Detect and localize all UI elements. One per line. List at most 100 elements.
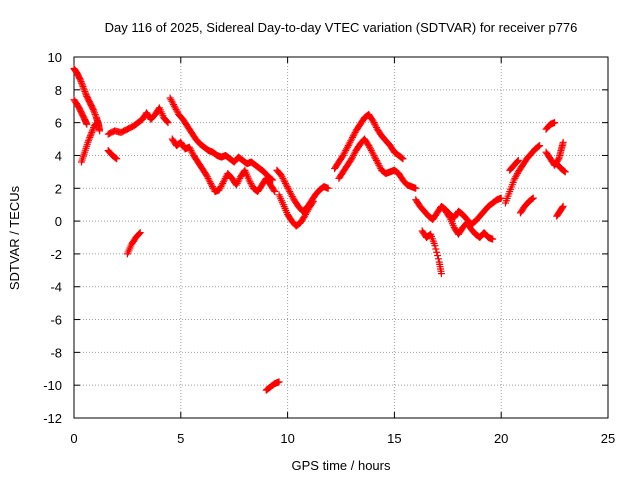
- data-point: [285, 186, 293, 194]
- data-point: [529, 194, 537, 202]
- data-point: [434, 255, 442, 263]
- data-point: [96, 127, 104, 135]
- data-point: [234, 178, 242, 186]
- axis-ticks: [73, 56, 609, 419]
- data-point: [279, 174, 287, 182]
- data-point: [366, 145, 374, 153]
- series-track-q: [501, 142, 544, 207]
- data-point: [304, 206, 312, 214]
- data-point: [232, 181, 240, 189]
- data-point: [371, 153, 379, 161]
- data-point: [347, 137, 355, 145]
- y-tick-label: 10: [48, 50, 62, 65]
- data-point: [207, 179, 215, 187]
- data-point: [270, 186, 278, 194]
- data-point: [247, 179, 255, 187]
- series-track-m: [335, 135, 420, 192]
- data-point: [80, 84, 88, 92]
- data-point: [513, 157, 521, 165]
- data-point: [397, 153, 405, 161]
- data-point: [341, 148, 349, 156]
- data-point: [185, 143, 193, 151]
- data-point: [287, 189, 295, 197]
- data-point: [287, 191, 295, 199]
- data-point: [339, 151, 347, 159]
- data-point: [370, 151, 378, 159]
- data-point: [271, 188, 279, 196]
- data-point: [206, 178, 214, 186]
- data-point: [286, 188, 294, 196]
- data-point: [83, 120, 91, 128]
- data-point: [302, 209, 310, 217]
- series-track-w: [553, 160, 569, 176]
- series-track-n: [412, 194, 505, 228]
- series-track-k: [275, 191, 317, 230]
- data-point: [340, 150, 348, 158]
- data-point: [186, 145, 194, 153]
- data-point: [302, 211, 310, 219]
- y-tick-label: 0: [55, 214, 62, 229]
- series-track-v: [553, 202, 567, 220]
- data-point: [79, 83, 87, 91]
- y-tick-label: -6: [50, 313, 62, 328]
- y-tick-label: -8: [50, 345, 62, 360]
- data-point: [368, 116, 376, 124]
- data-point: [528, 195, 536, 203]
- data-point: [89, 104, 97, 112]
- series-track-i: [262, 378, 283, 394]
- data-point: [208, 183, 216, 191]
- data-point: [398, 154, 406, 162]
- data-point: [78, 79, 86, 87]
- data-point: [512, 173, 520, 181]
- series-track-r: [506, 156, 522, 174]
- data-point: [534, 143, 542, 151]
- data-point: [168, 97, 176, 105]
- data-point: [275, 378, 283, 386]
- data-point: [551, 119, 559, 127]
- data-point: [221, 174, 229, 182]
- data-point: [76, 76, 84, 84]
- data-point: [347, 156, 355, 164]
- x-tick-label: 15: [387, 431, 401, 446]
- data-point: [172, 106, 180, 114]
- data-point: [348, 155, 356, 163]
- series-track-o: [418, 227, 445, 278]
- data-point: [90, 107, 98, 115]
- data-point: [112, 154, 120, 162]
- data-point: [203, 173, 211, 181]
- y-tick-label: -4: [50, 280, 62, 295]
- data-point: [303, 207, 311, 215]
- data-point: [91, 109, 99, 117]
- data-point: [283, 183, 291, 191]
- data-point: [559, 202, 567, 210]
- data-point: [369, 150, 377, 158]
- data-point: [350, 150, 358, 158]
- data-point: [220, 176, 228, 184]
- data-point: [135, 230, 143, 238]
- x-tick-label: 0: [70, 431, 77, 446]
- data-point: [431, 242, 439, 250]
- data-point: [80, 86, 88, 94]
- data-point: [88, 128, 96, 136]
- data-point: [216, 184, 224, 192]
- data-point: [344, 142, 352, 150]
- data-point: [510, 176, 518, 184]
- plot-frame: [73, 56, 609, 419]
- data-point: [187, 147, 195, 155]
- data-point: [233, 179, 241, 187]
- data-point: [370, 119, 378, 127]
- data-point: [91, 110, 99, 118]
- data-point: [166, 94, 174, 102]
- data-point: [171, 104, 179, 112]
- data-point: [77, 78, 85, 86]
- data-point: [345, 140, 353, 148]
- data-point: [278, 173, 286, 181]
- data-point: [535, 142, 543, 150]
- data-point: [346, 138, 354, 146]
- data-point: [188, 148, 196, 156]
- data-point: [375, 161, 383, 169]
- data-point: [235, 176, 243, 184]
- data-point: [205, 176, 213, 184]
- data-point: [559, 203, 567, 211]
- data-point: [497, 194, 505, 202]
